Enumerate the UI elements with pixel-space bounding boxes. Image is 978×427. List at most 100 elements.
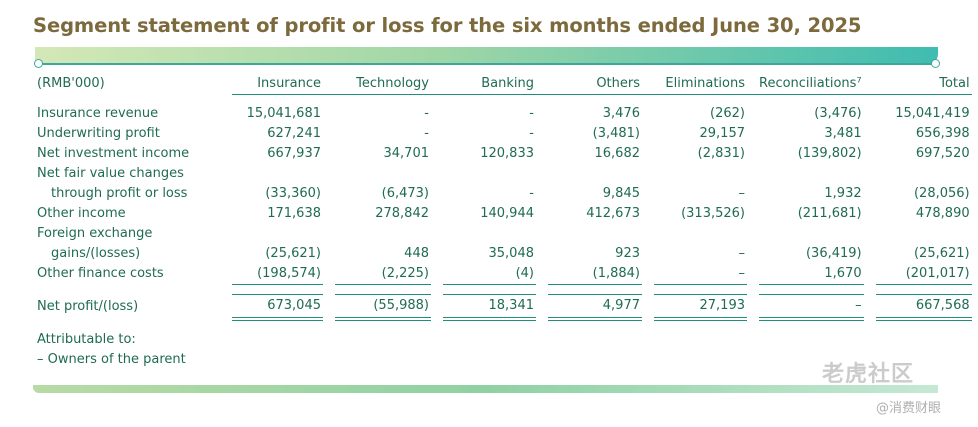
cell-value: 478,890 <box>915 206 970 221</box>
row-label: through profit or loss <box>51 186 188 201</box>
segment-table: (RMB'000) Insurance Technology Banking O… <box>37 74 972 370</box>
row-label: Other income <box>37 206 126 221</box>
row-label: Net profit/(loss) <box>37 298 139 314</box>
cell-value: – <box>738 246 746 261</box>
table-row: Net fair value changes <box>37 164 972 184</box>
cell-value: - <box>424 126 429 141</box>
cell-value: (25,621) <box>913 246 970 261</box>
row-label: – Owners of the parent <box>37 352 186 367</box>
cell-value: – <box>738 186 746 201</box>
cell-value: 3,481 <box>824 126 862 141</box>
cell-value <box>548 164 642 184</box>
cell-value: (139,802) <box>797 146 862 161</box>
col-eliminations: Eliminations <box>654 74 747 95</box>
col-insurance: Insurance <box>232 74 323 95</box>
col-others: Others <box>548 74 642 95</box>
table-header-row: (RMB'000) Insurance Technology Banking O… <box>37 74 972 95</box>
cell-value: (211,681) <box>797 206 862 221</box>
cell-value <box>876 164 972 184</box>
cell-value: 171,638 <box>267 206 321 221</box>
cell-value: - <box>424 106 429 121</box>
cell-value: 667,937 <box>267 146 321 161</box>
cell-value: 27,193 <box>654 294 747 321</box>
row-label: Insurance revenue <box>37 106 159 121</box>
cell-value: 3,476 <box>602 106 640 121</box>
cell-value: (3,476) <box>814 106 862 121</box>
owners-row: – Owners of the parent <box>37 350 972 370</box>
table-row: Foreign exchange <box>37 224 972 244</box>
cell-value: - <box>529 186 534 201</box>
footer-band <box>33 385 938 393</box>
cell-value: (1,884) <box>548 264 642 285</box>
cell-value <box>759 224 864 244</box>
cell-value <box>654 224 747 244</box>
cell-value: 35,048 <box>488 246 535 261</box>
cell-value: 29,157 <box>699 126 746 141</box>
row-label: Other finance costs <box>37 266 164 282</box>
cell-value: 15,041,681 <box>246 106 321 121</box>
cell-value: (313,526) <box>681 206 745 221</box>
table-row: Net investment income 667,937 34,701 120,83… <box>37 144 972 164</box>
cell-value: (198,574) <box>232 264 323 285</box>
cell-value: (28,056) <box>913 186 970 201</box>
cell-value <box>232 164 323 184</box>
cell-value: - <box>529 106 534 121</box>
row-label: Foreign exchange <box>37 226 153 241</box>
unit-label: (RMB'000) <box>37 76 105 92</box>
cell-value: (262) <box>710 106 745 121</box>
cell-value: 667,568 <box>875 294 972 321</box>
cell-value <box>759 164 864 184</box>
cell-value: (33,360) <box>265 186 321 201</box>
cell-value <box>654 164 747 184</box>
row-label: gains/(losses) <box>51 246 141 261</box>
cell-value: (4) <box>443 264 536 285</box>
cell-value: (36,419) <box>805 246 862 261</box>
cell-value: (25,621) <box>265 246 321 261</box>
page-title: Segment statement of profit or loss for … <box>33 14 862 37</box>
cell-value: 1,670 <box>759 264 864 285</box>
watermark-bottom: @消费财眼 <box>876 401 942 416</box>
row-label: Net fair value changes <box>37 166 184 181</box>
cell-value <box>335 224 431 244</box>
cell-value: 15,041,419 <box>895 106 970 121</box>
cell-value: 120,833 <box>480 146 534 161</box>
cell-value: 627,241 <box>267 126 321 141</box>
header-rule <box>38 63 936 65</box>
cell-value: - <box>529 126 534 141</box>
cell-value: (2,225) <box>335 264 431 285</box>
attributable-label: Attributable to: <box>37 330 972 350</box>
cell-value: (3,481) <box>592 126 640 141</box>
cell-value: 278,842 <box>375 206 429 221</box>
cell-value: 673,045 <box>232 294 323 321</box>
row-label: Underwriting profit <box>37 126 160 141</box>
header-band <box>35 47 938 64</box>
table-row: Other finance costs (198,574) (2,225) (4) (1… <box>37 264 972 285</box>
cell-value: 923 <box>615 246 640 261</box>
cell-value: (201,017) <box>875 264 972 285</box>
cell-value <box>876 224 972 244</box>
cell-value: 16,682 <box>594 146 641 161</box>
cell-value: 4,977 <box>548 294 642 321</box>
cell-value: 412,673 <box>586 206 640 221</box>
col-reconciliations: Reconciliations⁷ <box>759 74 864 95</box>
rule-dot-right <box>931 59 940 68</box>
cell-value <box>443 224 536 244</box>
table-row: Insurance revenue 15,041,681 - - 3,476 (262) (… <box>37 104 972 124</box>
cell-value: (6,473) <box>381 186 429 201</box>
cell-value: 1,932 <box>824 186 862 201</box>
cell-value: (55,988) <box>335 294 431 321</box>
row-label: Attributable to: <box>37 332 136 347</box>
table-row: Underwriting profit 627,241 - - (3,481) 29,15… <box>37 124 972 144</box>
col-technology: Technology <box>335 74 431 95</box>
col-total: Total <box>875 74 972 95</box>
cell-value <box>232 224 323 244</box>
cell-value <box>548 224 642 244</box>
cell-value: 18,341 <box>443 294 536 321</box>
cell-value: 448 <box>404 246 429 261</box>
rule-dot-left <box>34 59 43 68</box>
table-row: Other income 171,638 278,842 140,944 412,673… <box>37 204 972 224</box>
row-label: Net investment income <box>37 146 190 161</box>
table-row: through profit or loss (33,360) (6,473) - 9,… <box>37 184 972 204</box>
cell-value: (2,831) <box>697 146 745 161</box>
total-row: Net profit/(loss) 673,045 (55,988) 18,341 4,… <box>37 294 972 321</box>
